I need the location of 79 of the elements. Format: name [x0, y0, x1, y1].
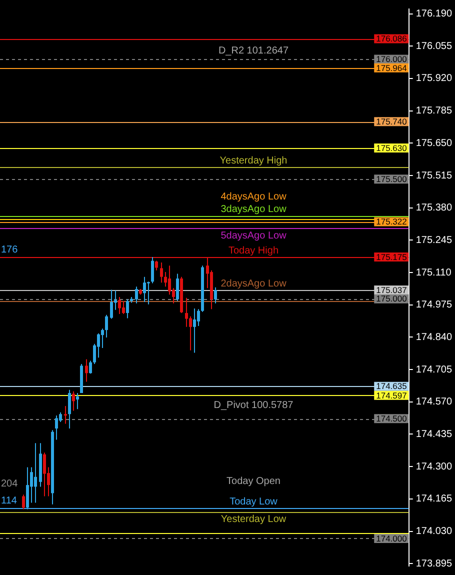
y2-tick-label: 176.000: [376, 54, 408, 64]
y2-tick-label: 175.630: [376, 142, 408, 153]
candlestick: [68, 389, 71, 429]
ref-line-label: 5daysAgo Low: [220, 230, 288, 242]
annotation: Today Open: [226, 476, 280, 488]
candlestick: [214, 286, 217, 304]
annotation: D_R2 101.2647: [218, 45, 289, 56]
y2-tick-label: 174.597: [376, 390, 408, 400]
y-tick-label: 175.110: [416, 267, 452, 278]
y2-tick-label: 175.500: [376, 174, 408, 184]
candlestick: [155, 260, 158, 271]
candlestick: [89, 360, 92, 374]
candlestick: [160, 262, 163, 284]
candlestick: [189, 316, 192, 351]
y-tick-label: 175.650: [416, 138, 452, 149]
y-tick-label: 174.705: [416, 364, 452, 376]
y-tick-label: 175.380: [416, 202, 452, 214]
candlestick: [85, 358, 88, 382]
ref-line-label: 2daysAgo Low: [220, 278, 288, 290]
candlestick: [43, 452, 46, 497]
y-tick-label: 174.030: [416, 526, 452, 538]
y-tick-label: 174.975: [416, 300, 452, 311]
candlestick: [164, 272, 167, 288]
candlestick: [72, 390, 75, 412]
candlestick: [34, 442, 37, 504]
ref-line-label: Today Low: [230, 496, 278, 508]
candlestick: [126, 298, 129, 319]
candlestick: [101, 328, 104, 348]
y-tick-label: 175.785: [416, 106, 452, 117]
y2-tick-label: 175.740: [376, 116, 408, 126]
y2-tick-label: 174.000: [376, 533, 408, 544]
y2-tick-label: 175.175: [376, 252, 408, 262]
y-tick-label: 176.055: [416, 40, 452, 52]
candlestick: [168, 265, 171, 296]
y-tick-label: 174.570: [416, 396, 452, 408]
y-tick-label: 174.300: [416, 461, 452, 472]
candlestick: [97, 332, 100, 358]
candlestick: [30, 466, 33, 504]
y-tick-label: 176.190: [416, 8, 452, 20]
candlestick: [118, 296, 121, 314]
candlestick: [185, 297, 188, 328]
ref-line-label: Yesterday High: [220, 156, 288, 167]
y2-tick-label: 175.964: [376, 62, 408, 73]
y2-tick-label: 175.037: [376, 284, 408, 295]
candlestick: [151, 256, 154, 284]
candlestick: [22, 494, 25, 510]
candlestick: [26, 466, 29, 510]
candlestick: [197, 308, 200, 326]
ref-line-label: Yesterday Low: [220, 514, 287, 526]
y2-tick-label: 176.086: [376, 34, 408, 44]
y-tick-label: 175.245: [416, 234, 452, 246]
ref-line-label: Today High: [228, 246, 279, 257]
y2-tick-label: 174.500: [376, 414, 408, 424]
y2-tick-label: 175.322: [376, 216, 408, 227]
candlestick: [64, 405, 67, 424]
candlestick: [193, 308, 196, 354]
y-tick-label: 173.895: [416, 558, 452, 570]
candlestick: [147, 281, 150, 305]
ref-line-label: 4daysAgo Low: [220, 191, 288, 202]
y2-tick-label: 174.635: [376, 381, 408, 392]
y-tick-label: 174.840: [416, 332, 452, 343]
y2-tick-label: 175.000: [376, 294, 408, 304]
y-tick-label: 175.515: [416, 170, 452, 182]
candlestick: [143, 276, 146, 302]
candlestick: [105, 314, 108, 338]
candlestick: [110, 289, 113, 320]
y-tick-label: 175.920: [416, 73, 452, 84]
ref-line-label: 3daysAgo Low: [220, 204, 288, 215]
y-tick-label: 174.165: [416, 494, 452, 505]
annotation: D_Pivot 100.5787: [214, 400, 294, 412]
y-tick-label: 174.435: [416, 428, 452, 440]
candlestick: [76, 392, 79, 410]
annotation: 114: [1, 495, 18, 506]
candlestick: [176, 273, 179, 302]
candlestick: [122, 300, 125, 314]
annotation: 204: [1, 478, 18, 490]
annotation: 176: [1, 244, 18, 256]
candlestick: [55, 415, 58, 440]
candlestick: [135, 286, 138, 304]
